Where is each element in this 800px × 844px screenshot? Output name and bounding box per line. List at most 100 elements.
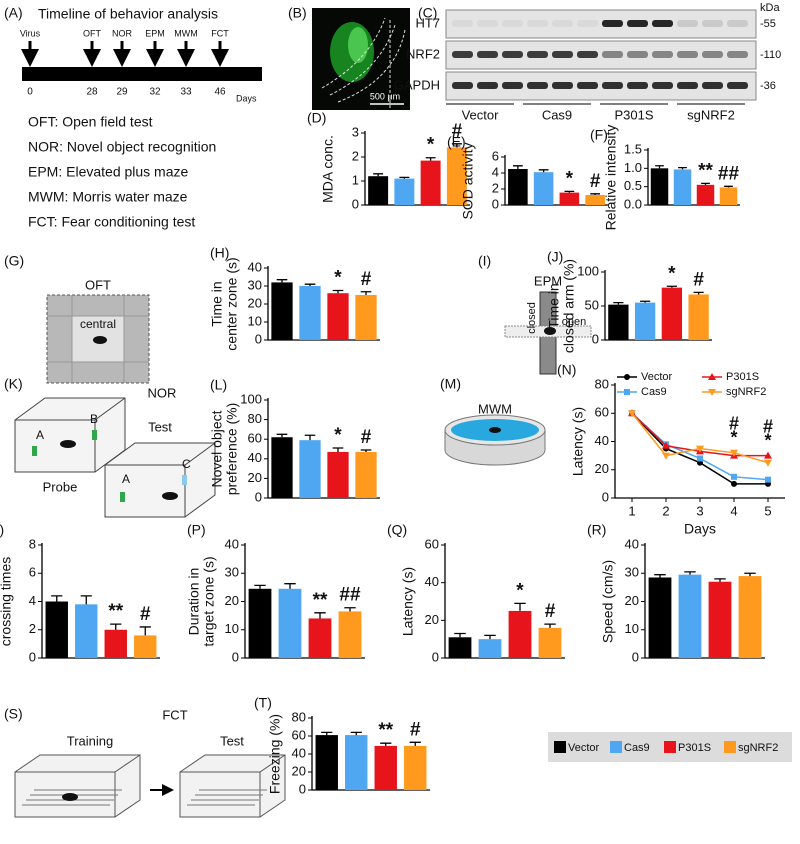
band [727,51,748,58]
phase-label: Test [220,733,244,748]
box [14,397,126,473]
x-axis-label: Days [684,521,716,537]
event-day: 33 [180,87,192,98]
y-tick-label: 0 [232,649,239,664]
object-label: C [182,457,191,471]
y-tick-label: 10 [625,621,639,636]
unit-label: kDa [760,2,780,14]
band [702,20,723,27]
y-tick-label: 80 [248,411,262,426]
point [628,410,636,418]
panel-label: (R) [587,522,606,538]
y-axis-label: Latency (s) [400,567,416,636]
y-tick-label: 20 [625,593,639,608]
bar [248,588,272,658]
error-bar [332,289,344,294]
event-label: NOR [112,28,133,38]
y-tick-label: 60 [425,536,439,551]
band [502,82,523,89]
error-bar [284,583,296,589]
phase-label: Test [148,419,172,434]
error-bar [655,165,664,169]
error-bar [514,602,526,611]
significance: # [410,719,421,740]
significance: * [730,428,737,448]
panel-label: (D) [307,110,326,126]
bar [448,637,472,658]
significance: # [763,416,773,436]
legend-label: sgNRF2 [738,742,778,754]
error-bar [744,572,756,577]
error-bar [654,574,666,578]
y-tick-label: 60 [292,727,306,742]
x-tick-label: 5 [764,503,771,518]
y-axis-label: Time in [546,283,562,328]
arm-label: open [562,316,586,328]
y-tick-label: 20 [425,612,439,627]
kda-label: -55 [760,18,776,30]
box [179,754,286,818]
error-bar [640,300,651,303]
panel-label: (E) [447,134,466,150]
legend-marker [624,374,630,380]
bar [368,176,389,205]
y-tick-label: 1 [352,172,359,187]
bar [608,304,629,340]
band [727,82,748,89]
legend-label: Vector [641,371,673,383]
error-bar [321,731,333,736]
phase-label: Training [67,733,113,748]
band [602,82,623,89]
band [452,82,473,89]
error-bar [332,447,344,452]
bar [308,618,332,658]
band [502,20,523,27]
y-tick-label: 2 [352,148,359,163]
blot-panel: (C) kDa HT7 -55 NRF2 -110 GAPDH -36 Vector Cas9… [394,2,781,123]
y-tick-label: 0 [592,331,599,346]
panel-label: (O) [0,522,4,538]
error-bar [724,185,733,188]
band [577,51,598,58]
panel-label: (T) [254,695,272,711]
y-tick-label: 0 [492,196,499,211]
kda-label: -110 [760,49,781,61]
significance: * [764,430,771,450]
y-axis-label: Duration in [186,568,202,636]
y-axis-label: SOD activity [460,142,476,219]
error-bar [454,632,466,638]
panel-label: (Q) [387,522,407,538]
significance: # [452,121,463,142]
definition: NOR: Novel object recognition [28,139,216,155]
error-bar [51,595,63,602]
definition: OFT: Open field test [28,114,153,130]
panel-label: (N) [557,362,576,378]
error-bar [701,182,710,185]
lane-label: sgNRF2 [687,107,735,122]
band [652,82,673,89]
significance: # [729,414,739,434]
bar [585,195,605,205]
legend-marker [624,389,630,395]
bar [650,168,669,205]
y-axis-label: crossing times [0,557,14,646]
bar [648,577,672,658]
legend-label: Cas9 [624,742,650,754]
y-axis-label: MDA conc. [320,135,336,203]
band [477,20,498,27]
epm-panel: (I) EPM closed open [478,253,592,375]
y-tick-label: 40 [425,574,439,589]
object [182,475,187,485]
bar [404,745,427,790]
error-bar [409,741,421,746]
band [677,82,698,89]
band [602,20,623,27]
bar [634,302,656,340]
bar [345,735,368,790]
significance: ** [378,720,393,741]
y-tick-label: 40 [292,745,306,760]
bar [374,745,397,790]
significance: * [566,168,574,189]
error-bar [139,626,151,636]
